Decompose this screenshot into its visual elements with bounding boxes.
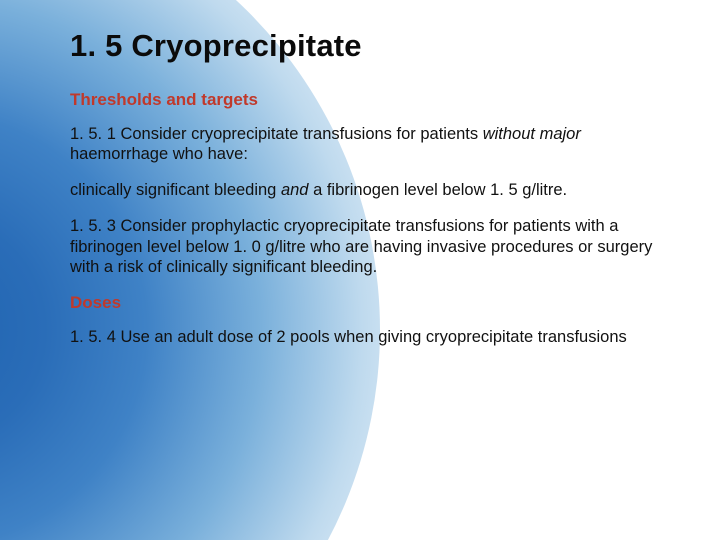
paragraph-1-5-1: 1. 5. 1 Consider cryoprecipitate transfu… — [70, 124, 672, 164]
para-text-after: haemorrhage who have: — [70, 145, 248, 163]
para-text-before: clinically significant bleeding — [70, 181, 281, 199]
section-doses: Doses 1. 5. 4 Use an adult dose of 2 poo… — [70, 293, 672, 347]
section-thresholds: Thresholds and targets 1. 5. 1 Consider … — [70, 90, 672, 277]
slide-content: 1. 5 Cryoprecipitate Thresholds and targ… — [0, 0, 720, 391]
para-number: 1. 5. 1 — [70, 125, 116, 143]
para-number: 1. 5. 4 — [70, 328, 116, 346]
slide-title: 1. 5 Cryoprecipitate — [70, 28, 672, 64]
para-text-before: Consider cryoprecipitate transfusions fo… — [116, 125, 483, 143]
para-text-before: Use an adult dose of 2 pools when giving… — [116, 328, 627, 346]
para-italic: and — [281, 181, 309, 199]
paragraph-1-5-3: 1. 5. 3 Consider prophylactic cryoprecip… — [70, 216, 672, 276]
paragraph-1-5-4: 1. 5. 4 Use an adult dose of 2 pools whe… — [70, 327, 672, 347]
para-text-before: Consider prophylactic cryoprecipitate tr… — [70, 217, 652, 275]
para-italic: without major — [483, 125, 581, 143]
para-number: 1. 5. 3 — [70, 217, 116, 235]
paragraph-clinical: clinically significant bleeding and a fi… — [70, 180, 672, 200]
section-heading-thresholds: Thresholds and targets — [70, 90, 672, 110]
para-text-after: a fibrinogen level below 1. 5 g/litre. — [308, 181, 567, 199]
section-heading-doses: Doses — [70, 293, 672, 313]
